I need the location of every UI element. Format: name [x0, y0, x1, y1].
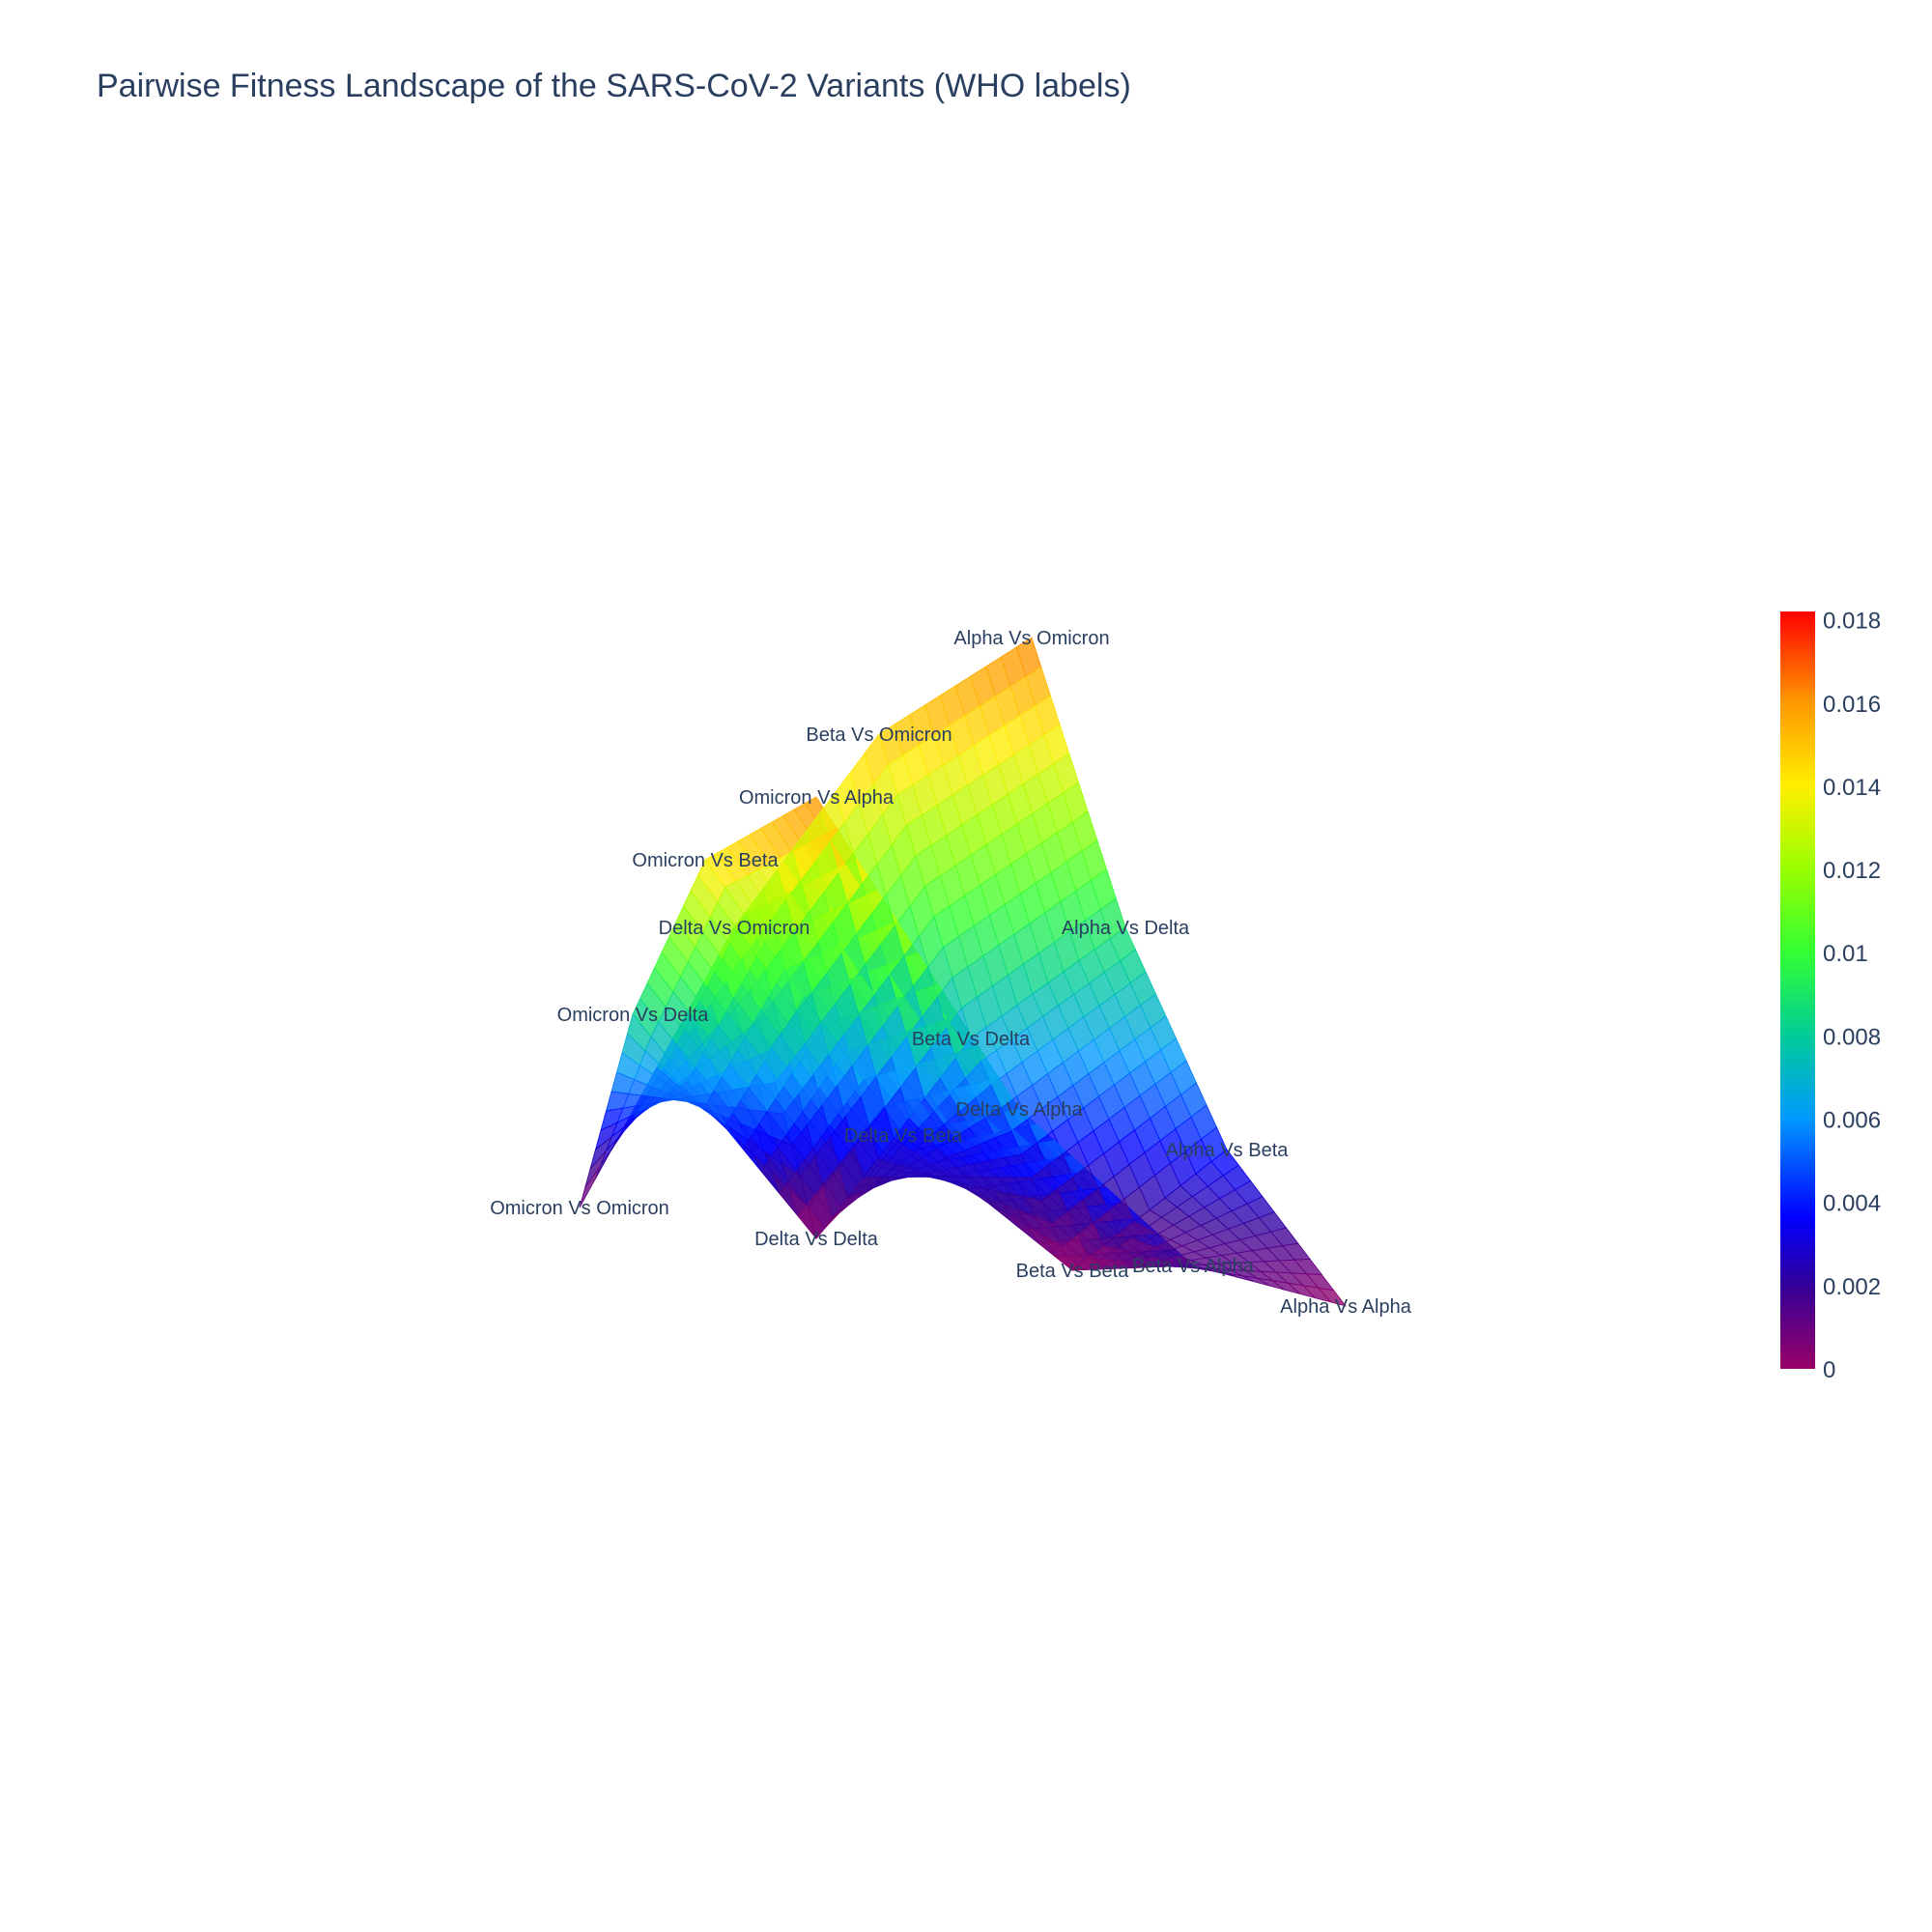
- colorbar-tick-label: 0.002: [1823, 1274, 1881, 1300]
- colorbar: 0 0.002 0.004 0.006 0.008 0.01 0.012 0.014 0.016…: [1780, 609, 1881, 1383]
- surface-patch: [1317, 1287, 1348, 1307]
- point-label: Beta Vs Beta: [1016, 1261, 1130, 1282]
- point-label: Beta Vs Delta: [912, 1029, 1031, 1050]
- chart-title: Pairwise Fitness Landscape of the SARS-C…: [97, 68, 1131, 104]
- point-label: Omicron Vs Omicron: [490, 1198, 669, 1219]
- point-label: Delta Vs Omicron: [659, 918, 810, 939]
- colorbar-tick-label: 0.008: [1823, 1024, 1881, 1050]
- colorbar-tick-label: 0.01: [1823, 941, 1868, 967]
- point-label: Omicron Vs Beta: [632, 850, 779, 871]
- point-label: Delta Vs Beta: [844, 1125, 963, 1147]
- colorbar-tick-label: 0.014: [1823, 775, 1881, 801]
- point-label: Omicron Vs Delta: [557, 1005, 710, 1026]
- colorbar-tick-label: 0.006: [1823, 1108, 1881, 1134]
- point-labels: Omicron Vs Omicron Omicron Vs Delta Omicro…: [490, 628, 1412, 1318]
- colorbar-tick-label: 0.004: [1823, 1191, 1881, 1217]
- colorbar-bar: [1780, 611, 1815, 1369]
- point-label: Beta Vs Omicron: [806, 724, 952, 746]
- point-label: Alpha Vs Beta: [1166, 1140, 1290, 1161]
- colorbar-tick-label: 0.018: [1823, 609, 1881, 635]
- colorbar-tick-label: 0.012: [1823, 858, 1881, 884]
- colorbar-tick-label: 0.016: [1823, 692, 1881, 718]
- point-label: Omicron Vs Alpha: [739, 787, 895, 809]
- point-label: Alpha Vs Delta: [1062, 918, 1190, 939]
- colorbar-tick-label: 0: [1823, 1357, 1835, 1383]
- surface-patch: [579, 1164, 602, 1208]
- colorbar-ticks: 0 0.002 0.004 0.006 0.008 0.01 0.012 0.014 0.016…: [1823, 609, 1881, 1383]
- point-label: Delta Vs Alpha: [955, 1099, 1083, 1121]
- surface-patch: [815, 1210, 841, 1239]
- point-label: Delta Vs Delta: [754, 1229, 879, 1250]
- point-label: Beta Vs Alpha: [1132, 1256, 1255, 1277]
- point-label: Alpha Vs Omicron: [953, 628, 1109, 649]
- surface-plot: [579, 637, 1348, 1307]
- point-label: Alpha Vs Alpha: [1280, 1296, 1412, 1318]
